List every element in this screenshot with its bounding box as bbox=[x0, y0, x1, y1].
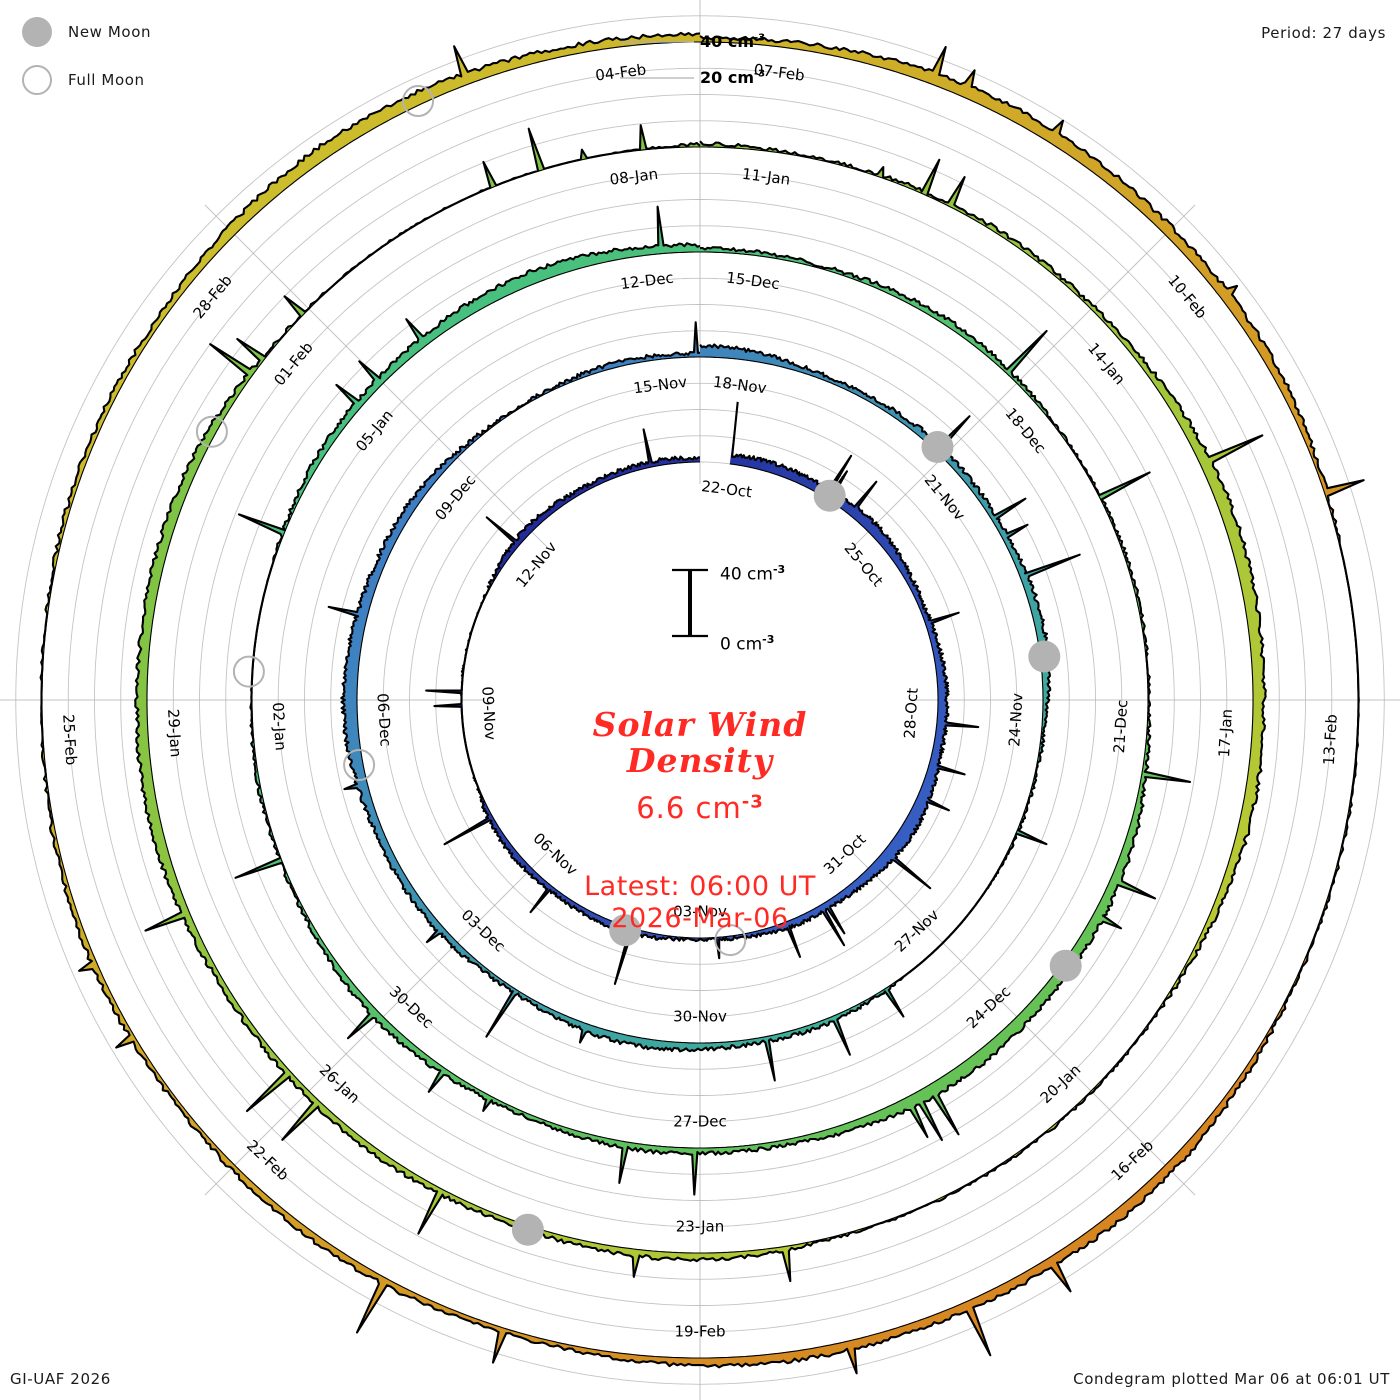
legend-item-full-moon: Full Moon bbox=[22, 56, 282, 104]
date-label: 24-Nov bbox=[1005, 692, 1026, 747]
full-moon-icon bbox=[22, 65, 52, 95]
date-label: 28-Oct bbox=[901, 687, 922, 739]
plotted-timestamp-label: Condegram plotted Mar 06 at 06:01 UT bbox=[1073, 1370, 1390, 1388]
radial-scale-label-40: 40 cm-3 bbox=[700, 32, 765, 51]
date-label: 09-Nov bbox=[478, 686, 499, 741]
date-label: 21-Dec bbox=[1110, 699, 1131, 754]
legend-label-new-moon: New Moon bbox=[68, 23, 152, 41]
date-label: 30-Nov bbox=[673, 1008, 727, 1026]
date-label: 06-Nov bbox=[529, 829, 581, 879]
radial-tick-leaders bbox=[620, 41, 694, 79]
date-label: 20-Jan bbox=[1037, 1061, 1085, 1107]
date-label: 03-Dec bbox=[458, 906, 509, 956]
radial-scale-label-20: 20 cm-3 bbox=[700, 68, 765, 87]
date-label: 21-Nov bbox=[921, 471, 969, 524]
date-label: 03-Nov bbox=[673, 903, 727, 921]
date-label: 11-Jan bbox=[741, 165, 791, 189]
date-label: 05-Jan bbox=[352, 406, 397, 455]
date-label: 22-Feb bbox=[243, 1136, 293, 1184]
date-label: 12-Nov bbox=[512, 538, 560, 591]
date-label: 08-Jan bbox=[609, 165, 659, 189]
date-label: 01-Feb bbox=[270, 338, 316, 389]
radial-scale-40-text: 40 cm bbox=[700, 32, 754, 51]
date-label: 13-Feb bbox=[1320, 714, 1341, 766]
date-label: 31-Oct bbox=[820, 830, 869, 878]
date-label: 22-Oct bbox=[700, 477, 753, 501]
date-label: 23-Jan bbox=[676, 1218, 724, 1236]
date-label: 16-Feb bbox=[1107, 1136, 1157, 1184]
moon-markers bbox=[195, 85, 1082, 1246]
radial-scale-40-exponent: -3 bbox=[754, 32, 766, 44]
period-label: Period: 27 days bbox=[1261, 24, 1386, 42]
date-label: 18-Nov bbox=[712, 373, 768, 398]
date-label: 02-Jan bbox=[269, 702, 290, 752]
date-label: 10-Feb bbox=[1164, 271, 1210, 322]
date-label: 29-Jan bbox=[164, 708, 185, 758]
density-traces bbox=[39, 31, 1365, 1375]
date-label: 06-Dec bbox=[373, 693, 394, 748]
radial-scale-20-exponent: -3 bbox=[754, 68, 766, 80]
date-label: 25-Feb bbox=[59, 714, 80, 766]
date-label: 17-Jan bbox=[1215, 708, 1236, 758]
date-label: 15-Dec bbox=[725, 269, 780, 294]
date-label: 09-Dec bbox=[431, 471, 479, 524]
credit-label: GI-UAF 2026 bbox=[10, 1370, 111, 1388]
date-label: 19-Feb bbox=[674, 1323, 725, 1341]
radial-scale-20-text: 20 cm bbox=[700, 68, 754, 87]
date-label: 27-Dec bbox=[673, 1113, 727, 1131]
date-label: 24-Dec bbox=[963, 982, 1014, 1032]
date-label: 12-Dec bbox=[619, 269, 674, 294]
center-scalebar bbox=[672, 568, 708, 638]
date-label: 18-Dec bbox=[1002, 404, 1050, 457]
date-label: 30-Dec bbox=[386, 982, 437, 1032]
new-moon-icon bbox=[22, 17, 52, 47]
legend-label-full-moon: Full Moon bbox=[68, 71, 145, 89]
date-label: 25-Oct bbox=[841, 539, 887, 590]
date-label: 04-Feb bbox=[594, 60, 647, 84]
date-label: 14-Jan bbox=[1084, 339, 1129, 388]
date-label: 26-Jan bbox=[316, 1061, 364, 1107]
moon-legend: New Moon Full Moon bbox=[22, 8, 282, 104]
date-label: 27-Nov bbox=[891, 906, 943, 956]
legend-item-new-moon: New Moon bbox=[22, 8, 282, 56]
date-label: 28-Feb bbox=[189, 271, 235, 322]
date-label: 15-Nov bbox=[632, 373, 688, 398]
